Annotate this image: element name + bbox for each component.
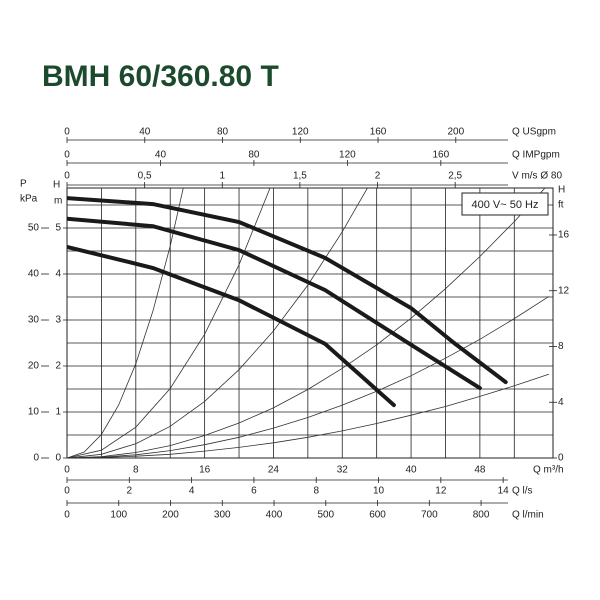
axis-label: Q l/s xyxy=(512,486,533,497)
tick-label: 14 xyxy=(498,486,510,497)
tick-label: 1,5 xyxy=(293,171,307,182)
y-tick-label: 3 xyxy=(55,315,61,326)
x-axis-label: Q m³/h xyxy=(533,465,564,476)
system-curve xyxy=(67,188,271,458)
x-tick-label: 24 xyxy=(268,465,280,476)
tick-label: 4 xyxy=(558,397,564,408)
tick-label: 6 xyxy=(251,486,257,497)
axis-label: H xyxy=(558,185,565,196)
x-tick-label: 48 xyxy=(474,465,486,476)
tick-label: 8 xyxy=(558,341,564,352)
pump-curve xyxy=(67,244,396,408)
x-tick-label: 8 xyxy=(133,465,139,476)
tick-label: 16 xyxy=(558,230,570,241)
tick-label: 600 xyxy=(369,510,386,521)
x-tick-label: 16 xyxy=(199,465,211,476)
system-curve xyxy=(67,188,368,458)
axis-label: Q USgpm xyxy=(512,127,556,138)
tick-label: 300 xyxy=(214,510,231,521)
tick-label: 80 xyxy=(248,150,260,161)
tick-label: 0 xyxy=(33,453,39,464)
tick-label: 0 xyxy=(64,486,70,497)
tick-label: 50 xyxy=(28,223,40,234)
axis-label: Q l/min xyxy=(512,510,544,521)
tick-label: 700 xyxy=(421,510,438,521)
y-tick-label: 1 xyxy=(55,407,61,418)
tick-label: 40 xyxy=(28,269,40,280)
pump-curve xyxy=(67,216,482,391)
tick-label: 800 xyxy=(473,510,490,521)
tick-label: 10 xyxy=(28,407,40,418)
tick-label: 12 xyxy=(435,486,447,497)
axis-label: V m/s Ø 80 xyxy=(512,171,562,182)
tick-label: 200 xyxy=(447,127,464,138)
y-tick-label: 5 xyxy=(55,223,61,234)
system-curve xyxy=(67,188,184,458)
tick-label: 200 xyxy=(162,510,179,521)
tick-label: 40 xyxy=(139,127,151,138)
tick-label: 4 xyxy=(189,486,195,497)
chart-title: BMH 60/360.80 T xyxy=(42,60,279,93)
tick-label: 0 xyxy=(64,171,70,182)
tick-label: 10 xyxy=(373,486,385,497)
y-axis-label: H xyxy=(53,180,60,191)
tick-label: 160 xyxy=(433,150,450,161)
pump-curve xyxy=(67,196,508,385)
tick-label: 80 xyxy=(217,127,229,138)
badge: 400 V~ 50 Hz xyxy=(472,199,539,211)
axis-label: kPa xyxy=(20,194,38,205)
y-axis-label: m xyxy=(54,196,62,207)
system-curve xyxy=(67,188,546,458)
tick-label: 400 xyxy=(266,510,283,521)
tick-label: 2 xyxy=(375,171,381,182)
tick-label: 120 xyxy=(292,127,309,138)
tick-label: 20 xyxy=(28,361,40,372)
tick-label: 160 xyxy=(370,127,387,138)
axis-label: Q IMPgpm xyxy=(512,150,560,161)
y-tick-label: 2 xyxy=(55,361,61,372)
system-curve xyxy=(67,296,550,458)
tick-label: 0 xyxy=(64,150,70,161)
x-tick-label: 40 xyxy=(406,465,418,476)
tick-label: 2 xyxy=(127,486,133,497)
system-curve xyxy=(67,373,550,458)
x-tick-label: 0 xyxy=(64,465,70,476)
tick-label: 12 xyxy=(558,285,570,296)
y-tick-label: 0 xyxy=(55,453,61,464)
badge-box xyxy=(461,192,549,216)
tick-label: 120 xyxy=(339,150,356,161)
tick-label: 500 xyxy=(317,510,334,521)
tick-label: 0,5 xyxy=(138,171,152,182)
axis-label: ft xyxy=(558,200,564,211)
y-tick-label: 4 xyxy=(55,269,61,280)
tick-label: 0 xyxy=(558,453,564,464)
tick-label: 8 xyxy=(313,486,319,497)
tick-label: 40 xyxy=(155,150,167,161)
tick-label: 2,5 xyxy=(448,171,462,182)
tick-label: 1 xyxy=(219,171,225,182)
tick-label: 0 xyxy=(64,510,70,521)
tick-label: 0 xyxy=(64,127,70,138)
tick-label: 100 xyxy=(110,510,127,521)
tick-label: 30 xyxy=(28,315,40,326)
axis-label: P xyxy=(20,179,27,190)
x-tick-label: 32 xyxy=(337,465,349,476)
